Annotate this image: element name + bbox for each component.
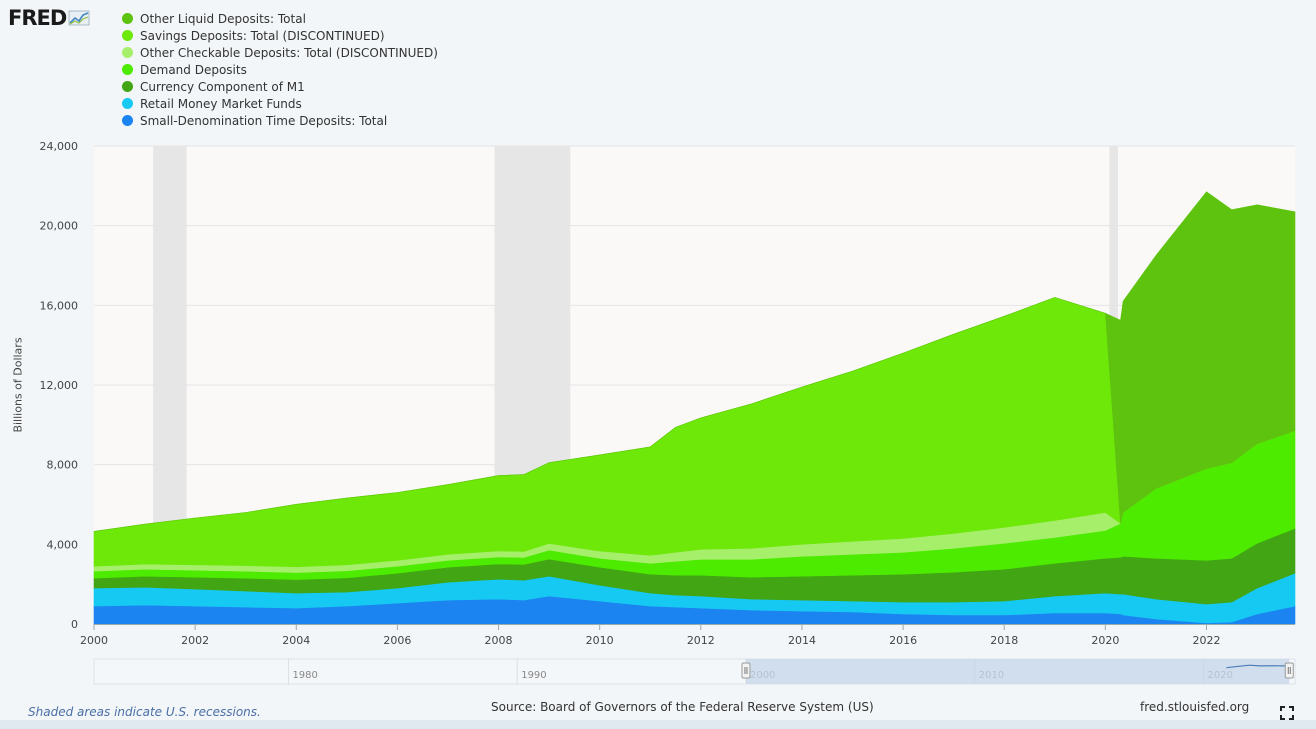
navigator-tick-label: 1980: [292, 670, 317, 681]
navigator-series-line: [1226, 664, 1290, 669]
site-link[interactable]: fred.stlouisfed.org: [1140, 700, 1250, 714]
fullscreen-icon[interactable]: [1280, 706, 1294, 720]
area-other-liquid-deposits-total: [93, 191, 1296, 532]
legend-label: Other Checkable Deposits: Total (DISCONT…: [140, 45, 438, 60]
legend-label: Currency Component of M1: [140, 79, 305, 94]
legend-label: Demand Deposits: [140, 62, 247, 77]
navigator-handle-left[interactable]: [741, 662, 751, 679]
x-tick-label: 2006: [383, 634, 411, 647]
legend-swatch: [122, 115, 133, 126]
legend-item-demand-deposits[interactable]: Demand Deposits: [122, 61, 438, 78]
x-tick-label: 2010: [586, 634, 614, 647]
x-tick-label: 2014: [788, 634, 816, 647]
legend-label: Savings Deposits: Total (DISCONTINUED): [140, 28, 385, 43]
legend-swatch: [122, 81, 133, 92]
x-tick-label: 2016: [889, 634, 917, 647]
legend-label: Retail Money Market Funds: [140, 96, 302, 111]
x-tick-label: 2004: [282, 634, 310, 647]
legend-label: Other Liquid Deposits: Total: [140, 11, 306, 26]
legend-swatch: [122, 98, 133, 109]
x-tick-label: 2018: [990, 634, 1018, 647]
line-chart-icon: [68, 10, 90, 26]
legend-item-retail-money-market-funds[interactable]: Retail Money Market Funds: [122, 95, 438, 112]
legend-item-savings-deposits-total-discontinued[interactable]: Savings Deposits: Total (DISCONTINUED): [122, 27, 438, 44]
x-tick-label: 2012: [687, 634, 715, 647]
x-tick-label: 2022: [1193, 634, 1221, 647]
legend-swatch: [122, 64, 133, 75]
legend-swatch: [122, 13, 133, 24]
y-tick-label: 24,000: [40, 140, 79, 153]
fred-logo[interactable]: FRED: [8, 6, 90, 30]
legend-item-currency-component-of-m1[interactable]: Currency Component of M1: [122, 78, 438, 95]
logo-text: FRED: [8, 6, 67, 30]
legend-item-other-liquid-deposits-total[interactable]: Other Liquid Deposits: Total: [122, 10, 438, 27]
legend-label: Small-Denomination Time Deposits: Total: [140, 113, 388, 128]
navigator-selected-range[interactable]: [745, 659, 1290, 684]
y-tick-label: 4,000: [47, 538, 79, 551]
y-tick-label: 16,000: [40, 299, 79, 312]
y-tick-label: 12,000: [40, 379, 79, 392]
navigator-tick-label: 1990: [521, 670, 546, 681]
x-tick-label: 2020: [1091, 634, 1119, 647]
x-tick-label: 2000: [80, 634, 108, 647]
navigator-handle-right[interactable]: [1284, 662, 1294, 679]
y-tick-label: 20,000: [40, 220, 79, 233]
chart-legend: Other Liquid Deposits: Total Savings Depo…: [122, 10, 438, 129]
legend-item-other-checkable-deposits-total-discontinued[interactable]: Other Checkable Deposits: Total (DISCONT…: [122, 44, 438, 61]
x-tick-label: 2002: [181, 634, 209, 647]
y-axis-label: Billions of Dollars: [11, 337, 25, 433]
legend-swatch: [122, 30, 133, 41]
x-tick-label: 2008: [485, 634, 513, 647]
y-tick-label: 0: [71, 618, 78, 631]
y-tick-label: 8,000: [47, 459, 79, 472]
source-text: Source: Board of Governors of the Federa…: [491, 700, 874, 714]
legend-item-small-denomination-time-deposits-total[interactable]: Small-Denomination Time Deposits: Total: [122, 112, 438, 129]
legend-swatch: [122, 47, 133, 58]
recession-note: Shaded areas indicate U.S. recessions.: [28, 705, 261, 719]
